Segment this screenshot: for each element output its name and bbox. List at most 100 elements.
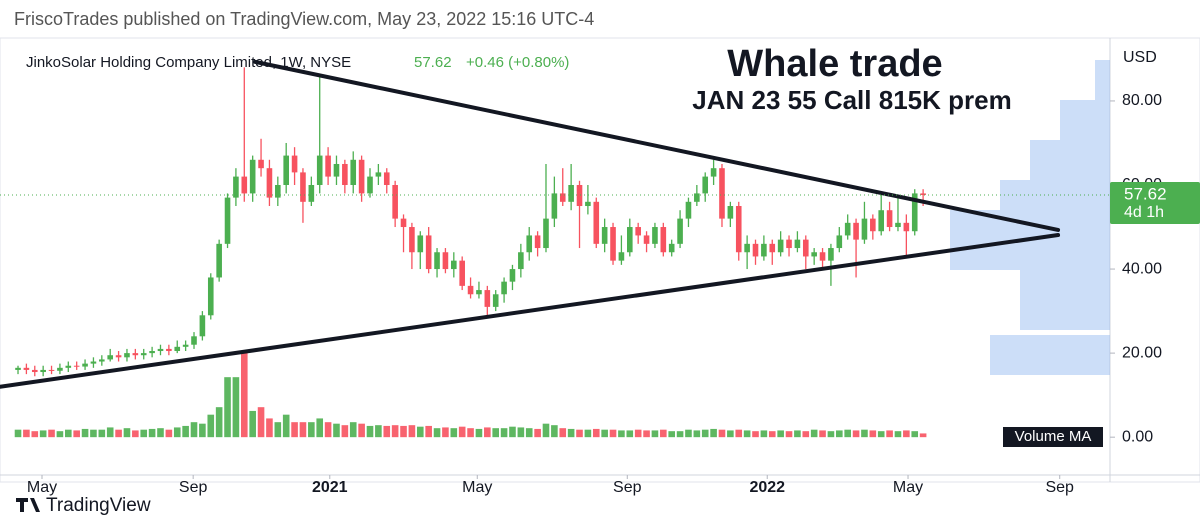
candle-body <box>400 218 407 228</box>
candle-body <box>182 344 189 347</box>
volume-bar <box>433 428 441 438</box>
y-tick-label: 80.00 <box>1122 92 1162 109</box>
candle-body <box>417 235 424 253</box>
candle-body <box>308 185 315 202</box>
volume-bar <box>584 429 592 438</box>
candle-body <box>149 351 155 354</box>
volume-bar <box>576 429 583 438</box>
x-tick-label: May <box>893 479 923 496</box>
candle-body <box>735 206 742 253</box>
footer-brand: TradingView <box>46 495 151 516</box>
candle-body <box>342 163 348 185</box>
candle-body <box>275 185 281 198</box>
volume-bar <box>810 429 818 438</box>
candle-body <box>643 235 650 244</box>
candle-body <box>484 290 491 307</box>
candle-body <box>157 348 164 352</box>
volume-bar <box>232 377 240 438</box>
x-tick-label: Sep <box>613 479 642 496</box>
candle-body <box>57 367 63 371</box>
candle-body <box>543 218 549 249</box>
price-tag-countdown: 4d 1h <box>1124 204 1164 221</box>
volume-bar <box>760 430 768 438</box>
volume-bar <box>592 428 600 438</box>
volume-bar <box>132 430 139 438</box>
volume-bar <box>752 431 759 438</box>
symbol-label: JinkoSolar Holding Company Limited, 1W, … <box>26 54 351 71</box>
volume-bar <box>919 433 927 438</box>
x-tick-label: Sep <box>179 479 208 496</box>
candle-body <box>82 363 88 367</box>
volume-bar <box>819 430 826 438</box>
candle-body <box>518 252 524 270</box>
price-tag-value: 57.62 <box>1124 184 1167 203</box>
candle-body <box>492 294 499 307</box>
volume-bar <box>618 430 625 438</box>
volume-bar <box>425 425 432 438</box>
y-tick-label: 40.00 <box>1122 260 1162 277</box>
candle-body <box>392 185 398 219</box>
candle-body <box>375 172 382 177</box>
trendline <box>0 233 1061 389</box>
price-tag <box>1110 182 1200 225</box>
footer: TradingView <box>16 495 151 516</box>
volume-bar <box>609 429 617 438</box>
candle-body <box>802 239 809 257</box>
candle-body <box>425 235 432 270</box>
candle-body <box>870 218 876 232</box>
candle-body <box>501 281 507 295</box>
candle-body <box>216 243 222 278</box>
candle-body <box>819 252 826 261</box>
candle-body <box>626 227 633 253</box>
annotation-subtitle: JAN 23 55 Call 815K prem <box>692 85 1011 115</box>
volume-bar <box>157 428 164 438</box>
volume-bar <box>383 425 391 438</box>
candle-body <box>652 227 658 244</box>
volume-bar <box>567 428 575 438</box>
volume-bar <box>718 429 726 438</box>
volume-bar <box>601 429 608 438</box>
volume-bar <box>115 429 122 438</box>
volume-bar <box>844 429 851 438</box>
volume-bar <box>165 429 173 438</box>
candle-body <box>660 227 667 253</box>
volume-bar <box>257 407 265 438</box>
x-tick-label: May <box>462 479 492 496</box>
candle-body <box>744 243 750 253</box>
volume-bar <box>299 422 307 438</box>
volume-bar <box>450 428 458 438</box>
candle-body <box>551 193 558 219</box>
volume-bar <box>291 422 298 438</box>
candle-body <box>677 218 683 244</box>
candle-body <box>258 159 264 169</box>
candle-body <box>48 369 55 371</box>
volume-bar <box>14 429 22 438</box>
candle-body <box>224 197 231 244</box>
volume-bar <box>877 431 885 438</box>
volume-bar <box>81 428 89 438</box>
candle-body <box>836 235 843 249</box>
candle-body <box>442 252 449 270</box>
volume-bar <box>869 430 877 438</box>
volume-bar <box>861 429 868 438</box>
volume-bar <box>90 429 97 438</box>
volume-bar <box>735 429 743 438</box>
candle-body <box>601 227 608 244</box>
candle-body <box>31 369 38 373</box>
candle-body <box>786 239 792 249</box>
volume-bar <box>182 425 189 438</box>
candle-body <box>300 172 306 202</box>
volume-bar <box>777 430 784 438</box>
candle-body <box>853 222 859 240</box>
candle-body <box>886 210 893 228</box>
candle-body <box>576 185 583 207</box>
volume-bar <box>56 431 64 438</box>
volume-bar <box>886 430 893 438</box>
volume-bar <box>65 429 72 438</box>
volume-bar <box>106 427 114 438</box>
x-tick-label: 2021 <box>312 479 348 496</box>
volume-bar <box>525 428 533 438</box>
volume-bar <box>911 431 919 438</box>
candle-body <box>878 210 885 232</box>
volume-profile <box>950 60 1110 375</box>
